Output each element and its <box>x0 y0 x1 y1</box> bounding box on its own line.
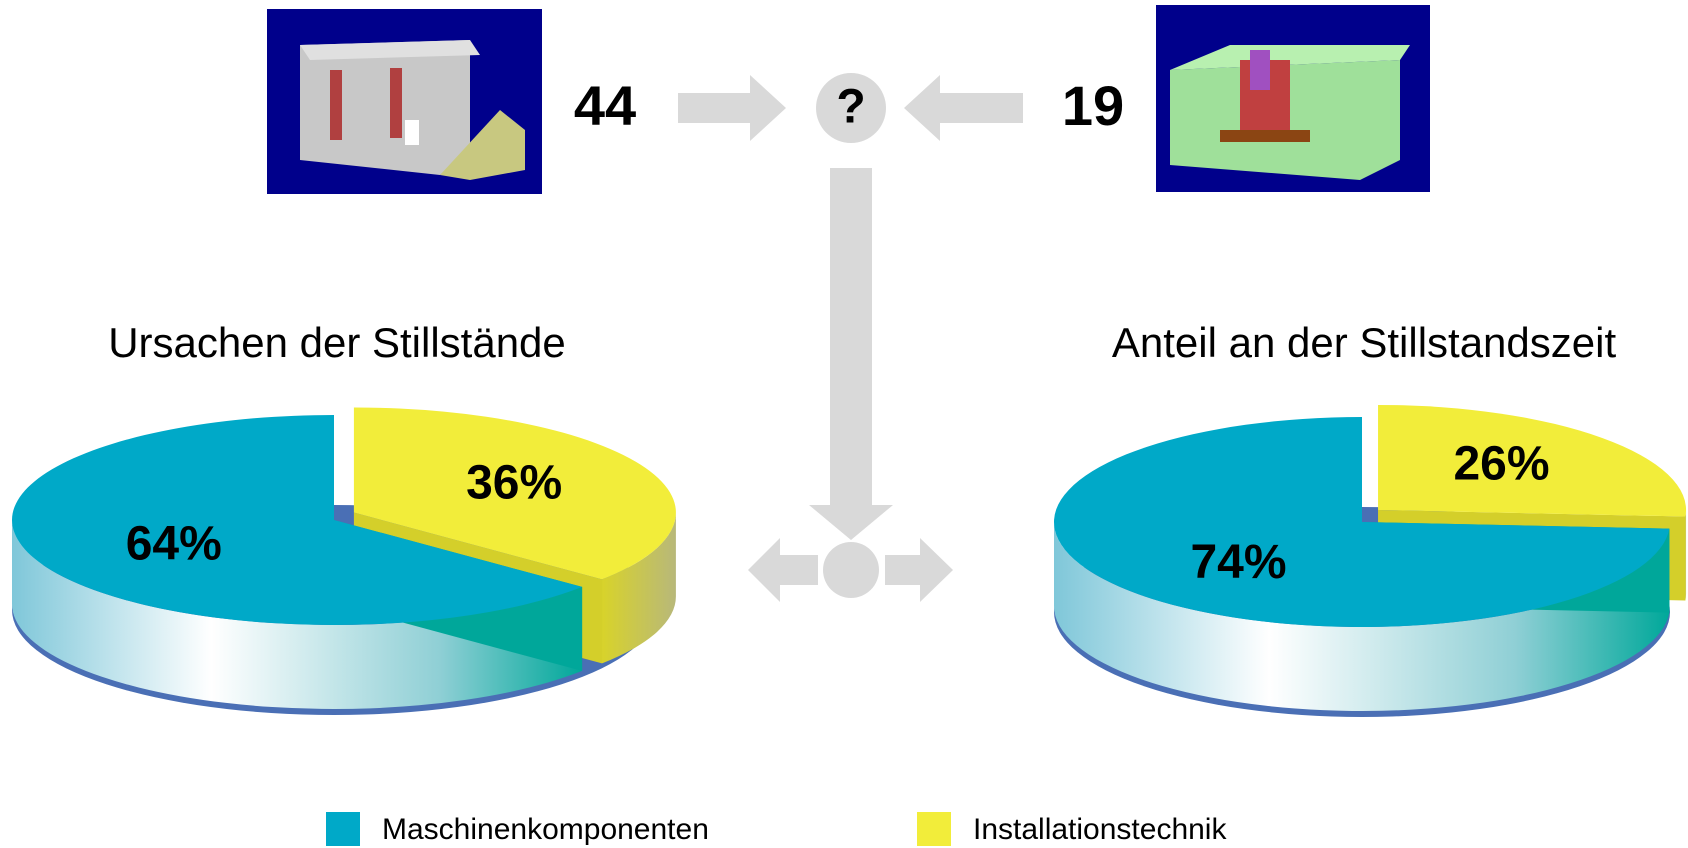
chart-title: Anteil an der Stillstandszeit <box>1112 319 1617 366</box>
legend-label: Installationstechnik <box>973 813 1227 846</box>
legend-swatch <box>917 812 951 846</box>
value-label: 64% <box>126 517 222 570</box>
value-label: 74% <box>1190 536 1286 589</box>
count-left: 44 <box>574 74 636 137</box>
value-label: 36% <box>466 456 562 509</box>
pie-wall <box>1685 510 1686 601</box>
arrows <box>678 73 1023 602</box>
legend: Maschinenkomponenten Installationstechni… <box>326 812 1227 846</box>
value-label: 26% <box>1453 437 1549 490</box>
slide: 44 19 ? Maschinenkomponenten Installatio… <box>0 0 1688 848</box>
legend-swatch <box>326 812 360 846</box>
chart-title: Ursachen der Stillstände <box>108 319 566 366</box>
count-right: 19 <box>1062 74 1124 137</box>
machine-image-right <box>1156 5 1430 192</box>
question-mark: ? <box>836 81 865 134</box>
machine-image-left <box>267 9 542 194</box>
legend-label: Maschinenkomponenten <box>382 813 709 846</box>
